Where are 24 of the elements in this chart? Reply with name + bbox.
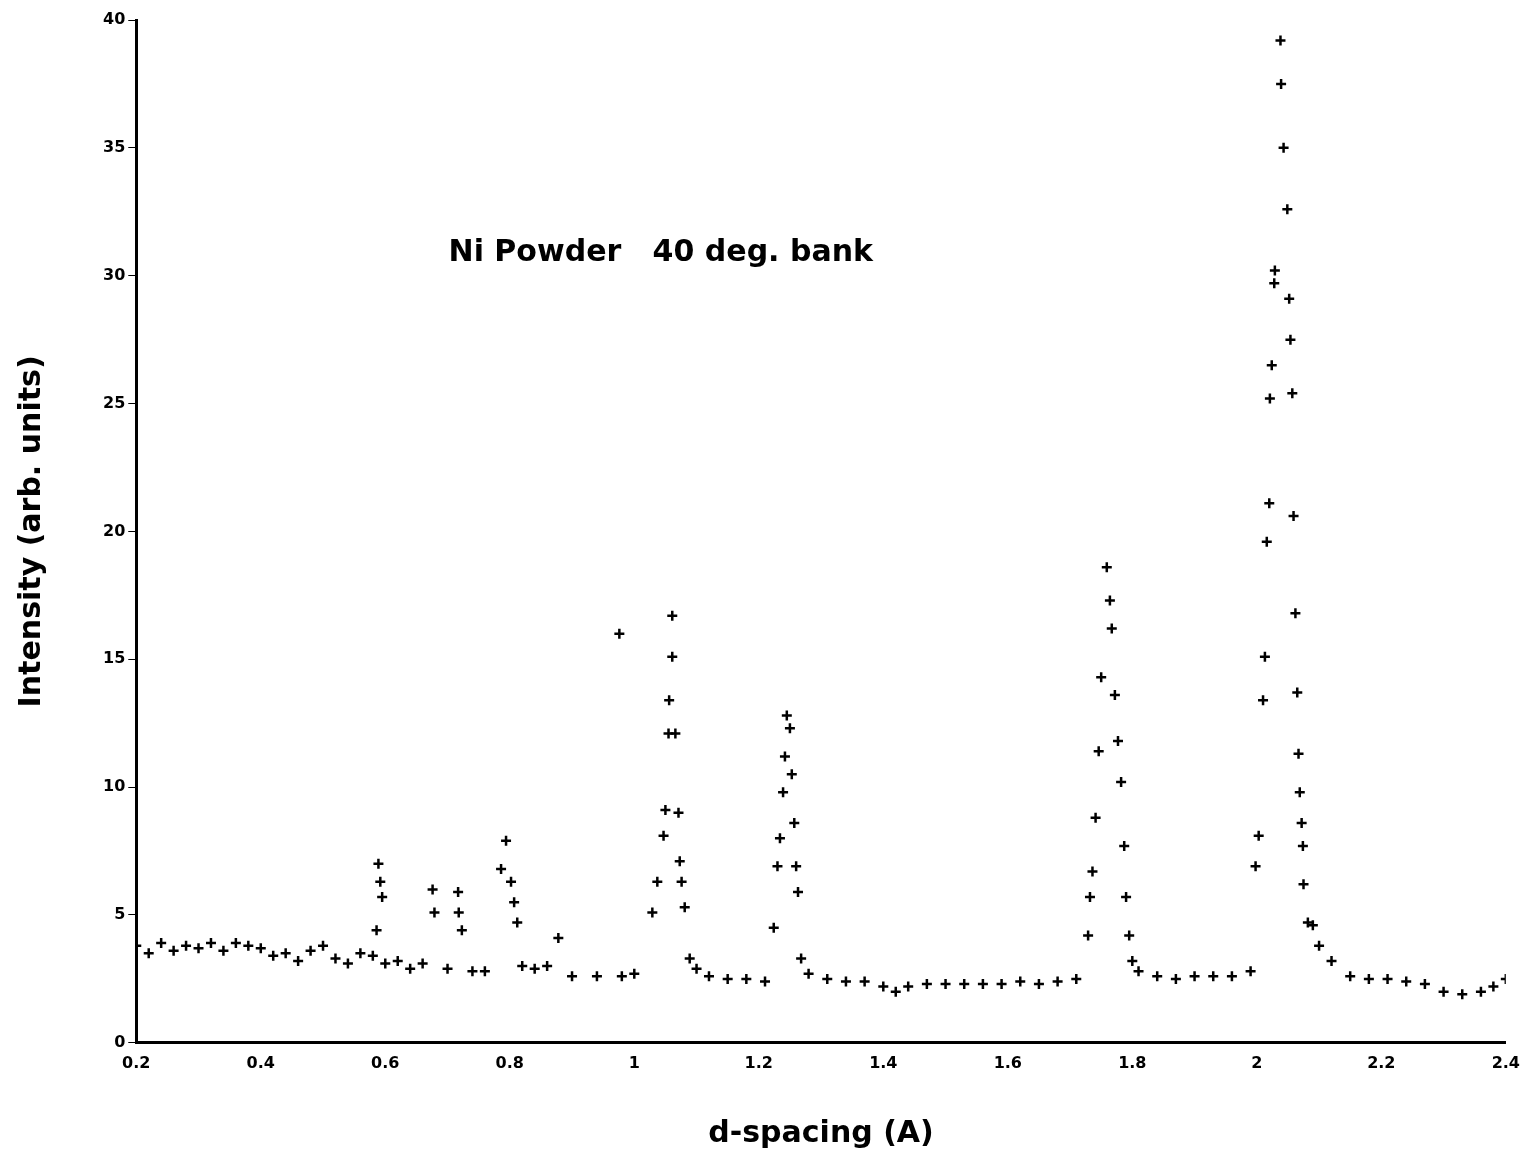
- text: Ni Powder 40 deg. bank: [448, 233, 875, 268]
- y-axis-title: Intensity (arb. units): [11, 355, 47, 708]
- x-tick-label: 2: [1251, 1052, 1263, 1072]
- y-tick-label: 0: [114, 1031, 126, 1051]
- x-tick-label: 2.4: [1491, 1052, 1520, 1072]
- y-tick-label: 20: [103, 520, 126, 540]
- x-tick-label: 1.4: [869, 1052, 898, 1072]
- y-tick-label: 30: [103, 264, 126, 284]
- x-tick-label: 0.2: [122, 1052, 151, 1072]
- x-tick-label: 0.4: [246, 1052, 275, 1072]
- x-tick-label: 1: [628, 1052, 640, 1072]
- x-tick-label: 1.8: [1118, 1052, 1147, 1072]
- x-tick-label: 1.6: [993, 1052, 1022, 1072]
- x-axis-title: d-spacing (A): [708, 1113, 934, 1149]
- y-tick-label: 35: [103, 137, 126, 157]
- x-tick-label: 1.2: [744, 1052, 773, 1072]
- y-tick-label: 10: [103, 776, 126, 796]
- y-tick-label: 25: [103, 392, 126, 412]
- y-tick-label: 5: [114, 904, 126, 924]
- x-tick-label: 0.8: [495, 1052, 524, 1072]
- y-tick-label: 15: [103, 648, 126, 668]
- x-tick-label: 0.6: [371, 1052, 400, 1072]
- x-tick-label: 2.2: [1367, 1052, 1396, 1072]
- y-tick-label: 40: [103, 9, 126, 29]
